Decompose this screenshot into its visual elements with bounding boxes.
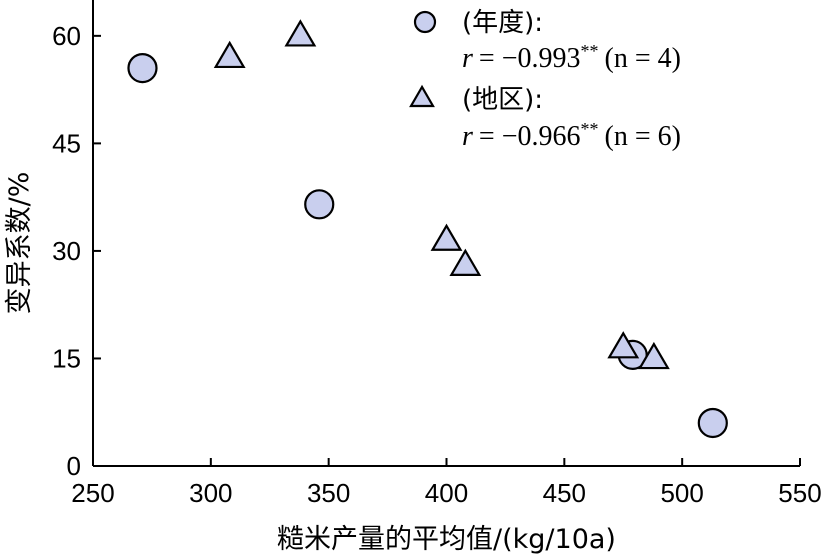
x-ticks: 250 300 350 400 450 500 550 [71, 458, 822, 508]
triangle-point [449, 248, 482, 276]
legend-entry-year: (年度): r = −0.993** (n = 4) [413, 8, 681, 74]
x-axis-title: 糙米产量的平均值/(kg/10a) [277, 524, 616, 555]
x-tick-label: 500 [660, 478, 703, 508]
x-tick-label: 350 [307, 478, 350, 508]
circle-point [127, 53, 158, 84]
y-tick-label: 60 [52, 21, 81, 51]
y-axis-title: 变异系数/% [4, 172, 35, 315]
y-tick-label: 30 [52, 236, 81, 266]
legend: (年度): r = −0.993** (n = 4) (地区): r = −0.966… [409, 8, 681, 152]
x-tick-label: 250 [71, 478, 114, 508]
legend-stat-year: r = −0.993** (n = 4) [462, 41, 681, 74]
y-tick-label: 15 [52, 343, 81, 373]
y-tick-label: 0 [67, 451, 81, 481]
y-ticks: 0 15 30 45 60 [52, 21, 101, 481]
triangle-point [284, 19, 317, 47]
y-tick-label: 45 [52, 128, 81, 158]
legend-label-year: (年度): [462, 8, 543, 38]
legend-triangle-marker [409, 84, 435, 108]
legend-stat-region: r = −0.966** (n = 6) [462, 119, 681, 152]
triangle-point [430, 223, 463, 251]
circle-point [304, 189, 335, 220]
x-tick-label: 300 [189, 478, 232, 508]
x-tick-label: 550 [778, 478, 821, 508]
x-tick-label: 450 [543, 478, 586, 508]
legend-entry-region: (地区): r = −0.966** (n = 6) [409, 84, 681, 152]
data-points [127, 19, 728, 439]
triangle-point [213, 40, 246, 69]
x-tick-label: 400 [425, 478, 468, 508]
legend-label-region: (地区): [462, 85, 543, 115]
triangle-point [637, 341, 670, 370]
triangle-point [607, 331, 640, 359]
circle-point [697, 407, 728, 439]
legend-circle-marker [413, 10, 437, 34]
